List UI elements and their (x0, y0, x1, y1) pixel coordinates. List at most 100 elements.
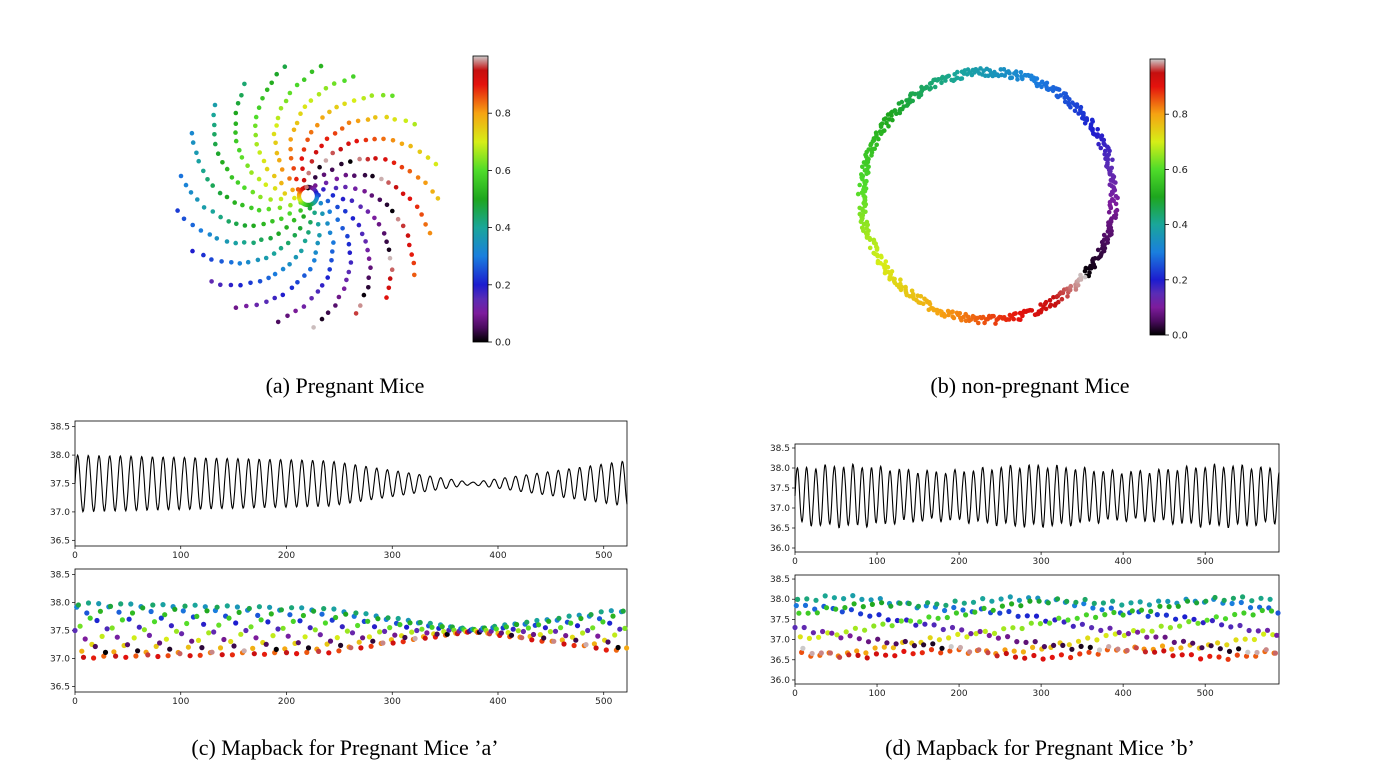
scatter-point (183, 182, 189, 188)
scatter-point (981, 68, 986, 73)
mapback-point (322, 620, 328, 626)
scatter-point (372, 136, 377, 142)
mapback-point (1165, 598, 1171, 605)
mapback-point (258, 617, 264, 623)
mapback-point (1006, 608, 1012, 615)
mapback-point (94, 617, 100, 624)
scatter-point (879, 254, 884, 260)
scatter-point (320, 211, 325, 216)
y-tick-label: 38.0 (50, 451, 70, 461)
mapback-point (1028, 620, 1034, 626)
scatter-point (412, 121, 418, 127)
mapback-point (944, 614, 950, 621)
mapback-point (343, 611, 349, 617)
mapback-point (1167, 625, 1173, 631)
mapback-point (508, 632, 515, 638)
scatter-point (329, 167, 335, 173)
mapback-point (370, 638, 376, 644)
scatter-point (312, 258, 317, 263)
mapback-point (255, 612, 261, 619)
mapback-point (102, 649, 109, 656)
mapback-point (380, 640, 386, 646)
scatter-point (393, 185, 399, 190)
scatter-point (1043, 306, 1049, 312)
mapback-point (382, 628, 388, 635)
mapback-point (976, 647, 982, 653)
scatter-point (1062, 95, 1067, 100)
mapback-point (529, 637, 535, 643)
scatter-point (358, 303, 363, 308)
scatter-point (302, 238, 308, 244)
y-tick-label: 37.5 (770, 484, 790, 494)
scatter-point (1043, 299, 1049, 305)
scatter-point (950, 309, 955, 315)
scatter-point (359, 231, 365, 237)
mapback-point (1082, 596, 1088, 603)
scatter-point (415, 175, 421, 180)
mapback-point (1081, 601, 1087, 607)
scatter-point (291, 127, 297, 133)
mapback-point (919, 650, 925, 656)
scatter-point (233, 138, 239, 144)
scatter-point (292, 233, 298, 238)
scatter-point (254, 302, 259, 308)
scatter-point (295, 280, 300, 285)
scatter-point (365, 247, 370, 253)
scatter-point (274, 150, 280, 156)
mapback-point (419, 626, 425, 632)
mapback-point (1154, 612, 1160, 618)
scatter-point (334, 104, 339, 110)
mapback-point (1061, 619, 1067, 625)
mapback-point (915, 603, 922, 609)
scatter-point (399, 164, 405, 170)
mapback-point (1075, 638, 1082, 644)
scatter-point (387, 276, 393, 281)
scatter-point (878, 131, 884, 137)
scatter-point (1110, 157, 1115, 163)
mapback-point (250, 645, 256, 652)
scatter-point (868, 143, 873, 148)
mapback-point (1036, 598, 1042, 604)
scatter-point (201, 168, 206, 174)
mapback-point (864, 655, 870, 661)
scatter-point (195, 197, 200, 202)
scatter-point (327, 230, 333, 236)
mapback-point (1107, 625, 1113, 631)
scatter-point (254, 142, 259, 147)
scatter-point (347, 250, 353, 255)
mapback-point (963, 612, 969, 618)
scatter-point (885, 264, 891, 270)
mapback-point (934, 601, 940, 607)
x-tick-label: 400 (1115, 689, 1132, 699)
mapback-point (547, 629, 554, 635)
scatter-point (433, 161, 439, 167)
scatter-point (896, 101, 902, 106)
mapback-point (1011, 648, 1017, 654)
mapback-point (92, 643, 98, 650)
scatter-point (874, 247, 880, 252)
scatter-point (309, 159, 315, 164)
mapback-point (241, 648, 247, 654)
mapback-point (607, 620, 613, 626)
scatter-point (1107, 182, 1113, 187)
mapback-point (881, 644, 887, 650)
mapback-point (216, 622, 222, 628)
mapback-point (863, 650, 869, 656)
mapback-point (894, 617, 901, 624)
scatter-point (209, 257, 214, 262)
mapback-point (534, 617, 540, 624)
y-tick-label: 37.0 (50, 654, 70, 664)
mapback-point (1274, 632, 1280, 638)
mapback-point (1047, 620, 1053, 626)
mapback-point (417, 619, 423, 626)
scatter-point (315, 289, 321, 294)
mapback-point (559, 637, 565, 643)
mapback-point (1219, 622, 1225, 628)
mapback-point (855, 652, 861, 659)
mapback-point (1024, 613, 1030, 619)
mapback-point (580, 630, 586, 636)
mapback-point (854, 648, 860, 654)
caption-c: (c) Mapback for Pregnant Mice ’a’ (191, 735, 498, 760)
mapback-point (1016, 597, 1023, 603)
